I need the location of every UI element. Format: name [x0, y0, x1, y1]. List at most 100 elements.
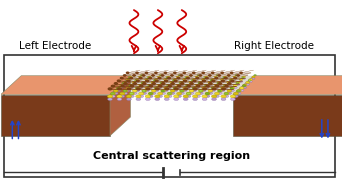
Circle shape: [140, 74, 143, 76]
Circle shape: [214, 78, 217, 79]
Circle shape: [171, 83, 174, 84]
Circle shape: [136, 89, 140, 91]
Circle shape: [221, 87, 225, 89]
Circle shape: [192, 95, 198, 98]
Circle shape: [189, 84, 193, 85]
Circle shape: [230, 98, 235, 101]
Circle shape: [140, 85, 143, 87]
Circle shape: [180, 90, 184, 92]
Circle shape: [135, 81, 139, 82]
Circle shape: [164, 72, 167, 73]
Circle shape: [139, 92, 144, 95]
Circle shape: [130, 92, 134, 95]
Circle shape: [123, 75, 126, 76]
Circle shape: [230, 89, 234, 91]
Circle shape: [133, 75, 135, 76]
Circle shape: [193, 80, 196, 82]
Circle shape: [204, 85, 208, 87]
Circle shape: [202, 80, 205, 82]
Circle shape: [165, 80, 167, 82]
Circle shape: [161, 75, 164, 76]
Circle shape: [193, 98, 198, 101]
Circle shape: [142, 75, 145, 76]
Circle shape: [167, 85, 170, 87]
Circle shape: [130, 95, 134, 98]
Circle shape: [211, 89, 215, 91]
Text: Central scattering region: Central scattering region: [93, 151, 250, 161]
Circle shape: [217, 82, 220, 84]
Polygon shape: [233, 94, 342, 136]
Circle shape: [228, 83, 231, 84]
Circle shape: [120, 86, 123, 88]
Circle shape: [132, 89, 137, 92]
Circle shape: [243, 86, 247, 88]
Circle shape: [215, 85, 218, 87]
Circle shape: [152, 92, 156, 94]
Circle shape: [186, 76, 189, 78]
Circle shape: [139, 86, 143, 88]
Polygon shape: [1, 94, 110, 136]
Circle shape: [237, 92, 241, 94]
Circle shape: [154, 79, 158, 81]
Circle shape: [217, 81, 221, 84]
Circle shape: [155, 72, 157, 73]
Circle shape: [249, 79, 252, 81]
Circle shape: [174, 89, 178, 91]
Circle shape: [193, 72, 195, 73]
Circle shape: [143, 83, 146, 84]
Circle shape: [208, 89, 213, 92]
Circle shape: [127, 72, 129, 73]
Circle shape: [145, 79, 148, 81]
Circle shape: [120, 84, 124, 86]
Circle shape: [243, 78, 246, 79]
Circle shape: [227, 75, 230, 76]
Circle shape: [182, 79, 186, 81]
Circle shape: [134, 80, 138, 81]
Circle shape: [128, 77, 131, 79]
Circle shape: [205, 84, 209, 86]
Circle shape: [230, 79, 234, 81]
Circle shape: [136, 95, 141, 98]
Circle shape: [221, 81, 224, 82]
Circle shape: [192, 79, 196, 81]
Circle shape: [202, 81, 205, 82]
Circle shape: [177, 86, 180, 88]
Circle shape: [187, 77, 189, 79]
Circle shape: [224, 86, 228, 88]
Circle shape: [246, 81, 250, 84]
Circle shape: [208, 81, 212, 84]
Circle shape: [190, 75, 192, 76]
Circle shape: [173, 81, 177, 82]
Circle shape: [176, 78, 179, 79]
Circle shape: [195, 84, 200, 86]
Circle shape: [234, 95, 238, 98]
Circle shape: [166, 77, 168, 79]
Circle shape: [164, 89, 168, 91]
Circle shape: [117, 80, 120, 82]
Circle shape: [174, 80, 177, 82]
Circle shape: [157, 76, 161, 78]
Circle shape: [155, 80, 158, 82]
Circle shape: [212, 88, 216, 90]
Circle shape: [192, 81, 196, 82]
Circle shape: [129, 84, 133, 86]
Circle shape: [161, 84, 164, 85]
Bar: [4, 55, 335, 177]
Circle shape: [196, 95, 200, 98]
Circle shape: [162, 83, 165, 84]
Circle shape: [215, 77, 218, 79]
Circle shape: [214, 84, 218, 86]
Circle shape: [231, 80, 234, 82]
Circle shape: [199, 90, 203, 92]
Circle shape: [139, 84, 143, 86]
Circle shape: [152, 83, 155, 84]
Circle shape: [233, 92, 238, 95]
Circle shape: [183, 89, 187, 91]
Circle shape: [199, 89, 203, 92]
Circle shape: [239, 81, 243, 82]
Circle shape: [205, 92, 210, 95]
Circle shape: [170, 89, 175, 92]
Circle shape: [126, 87, 131, 89]
Circle shape: [246, 84, 249, 85]
Circle shape: [114, 92, 118, 94]
